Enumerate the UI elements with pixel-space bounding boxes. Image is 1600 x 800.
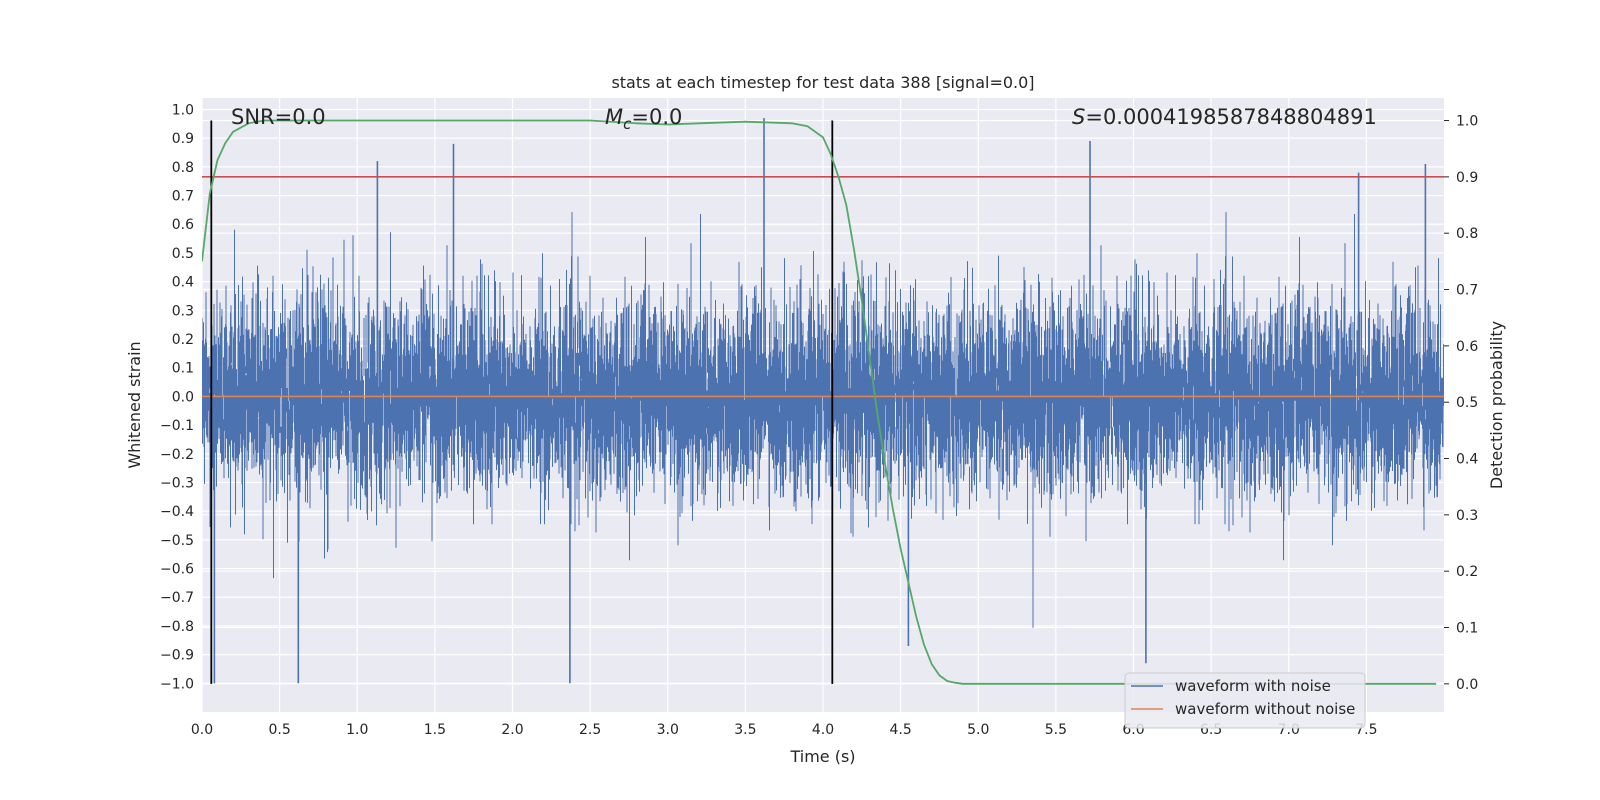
series-waveform-with-noise — [202, 212, 1444, 628]
y-tick-label: −0.4 — [160, 504, 194, 520]
series-waveform-peaks — [213, 118, 1427, 684]
x-axis-label: Time (s) — [789, 747, 855, 766]
plot-content — [202, 118, 1444, 685]
annotation-chirp-mass: Mc=0.0 — [605, 105, 682, 133]
y2-tick-label: 0.7 — [1456, 283, 1478, 299]
vertical-markers — [210, 120, 834, 684]
y2-tick-label: 0.8 — [1456, 226, 1478, 242]
annotation-chirp-mass-symbol: M — [605, 105, 623, 129]
y2-tick-label: 0.9 — [1456, 170, 1478, 186]
y2-ticks: 1.0 0.9 0.8 0.7 0.6 0.5 0.4 0.3 0.2 0.1 0.0 — [1444, 114, 1478, 693]
x-tick-label: 1.0 — [346, 722, 368, 738]
y2-tick-label: 0.3 — [1456, 508, 1478, 524]
y2-axis-label: Detection probability — [1487, 321, 1506, 489]
annotation-chirp-mass-subscript: c — [623, 115, 632, 133]
annotation-s-value: =0.00041985878488048​91 — [1085, 105, 1377, 129]
series-detection-probability — [202, 119, 1437, 685]
y-ticks: 1.0 0.9 0.8 0.7 0.6 0.5 0.4 0.3 0.2 0.1 0.0 −0.1 −0.… — [160, 102, 194, 692]
y-tick-label: 0.7 — [172, 189, 194, 205]
y-tick-label: 0.4 — [172, 275, 194, 291]
y2-tick-label: 0.6 — [1456, 339, 1478, 355]
x-tick-label: 5.0 — [967, 722, 989, 738]
y-axis-label: Whitened strain — [125, 341, 144, 468]
y-tick-label: 0.6 — [172, 217, 194, 233]
y-tick-label: 0.2 — [172, 332, 194, 348]
y2-tick-label: 0.2 — [1456, 564, 1478, 580]
legend: waveform with noise waveform without noi… — [1124, 672, 1366, 729]
x-tick-label: 4.0 — [812, 722, 834, 738]
annotation-s: S=0.00041985878488048​91 — [1072, 105, 1377, 129]
y-tick-label: −0.8 — [160, 619, 194, 635]
y-tick-label: −0.9 — [160, 648, 194, 664]
x-tick-label: 5.5 — [1045, 722, 1067, 738]
x-tick-label: 3.0 — [657, 722, 679, 738]
y-tick-label: −1.0 — [160, 676, 194, 692]
y2-tick-label: 0.4 — [1456, 452, 1478, 468]
x-tick-label: 3.5 — [734, 722, 756, 738]
x-tick-label: 4.5 — [889, 722, 911, 738]
x-tick-label: 2.5 — [579, 722, 601, 738]
legend-label-without-noise: waveform without noise — [1175, 700, 1355, 718]
x-tick-label: 0.5 — [268, 722, 290, 738]
chart-title: stats at each timestep for test data 388… — [611, 73, 1034, 92]
y-tick-label: 0.9 — [172, 131, 194, 147]
y2-tick-label: 0.1 — [1456, 621, 1478, 637]
x-tick-label: 2.0 — [501, 722, 523, 738]
y-tick-label: −0.2 — [160, 447, 194, 463]
y-tick-label: 0.5 — [172, 246, 194, 262]
y-tick-label: −0.7 — [160, 590, 194, 606]
y-tick-label: 0.0 — [172, 389, 194, 405]
y-tick-label: 0.8 — [172, 160, 194, 176]
annotation-snr: SNR=0.0 — [231, 105, 326, 129]
legend-label-with-noise: waveform with noise — [1175, 677, 1331, 695]
y-tick-label: 0.3 — [172, 303, 194, 319]
x-tick-label: 1.5 — [424, 722, 446, 738]
y-tick-label: −0.6 — [160, 562, 194, 578]
y-tick-label: 0.1 — [172, 361, 194, 377]
y-tick-label: −0.1 — [160, 418, 194, 434]
legend-box — [1124, 672, 1366, 729]
annotation-s-symbol: S — [1072, 105, 1085, 129]
x-tick-label: 0.0 — [191, 722, 213, 738]
y2-tick-label: 0.5 — [1456, 395, 1478, 411]
annotation-chirp-mass-value: =0.0 — [631, 105, 682, 129]
y-tick-label: 1.0 — [172, 102, 194, 118]
y-tick-label: −0.3 — [160, 475, 194, 491]
y-tick-label: −0.5 — [160, 533, 194, 549]
y2-tick-label: 0.0 — [1456, 677, 1478, 693]
y2-tick-label: 1.0 — [1456, 114, 1478, 130]
